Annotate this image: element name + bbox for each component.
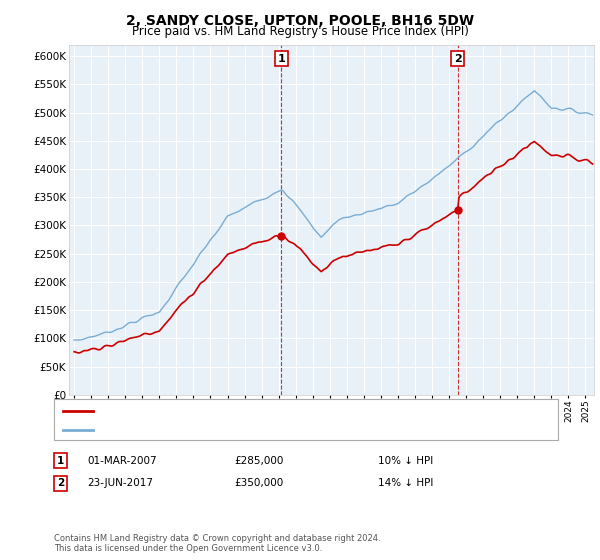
Text: Contains HM Land Registry data © Crown copyright and database right 2024.
This d: Contains HM Land Registry data © Crown c… (54, 534, 380, 553)
Text: 2, SANDY CLOSE, UPTON, POOLE, BH16 5DW: 2, SANDY CLOSE, UPTON, POOLE, BH16 5DW (126, 14, 474, 28)
Text: 2, SANDY CLOSE, UPTON, POOLE, BH16 5DW (detached house): 2, SANDY CLOSE, UPTON, POOLE, BH16 5DW (… (99, 405, 427, 416)
Text: £350,000: £350,000 (234, 478, 283, 488)
Text: 2: 2 (57, 478, 64, 488)
Text: 2: 2 (454, 54, 461, 63)
Text: 23-JUN-2017: 23-JUN-2017 (87, 478, 153, 488)
Text: 10% ↓ HPI: 10% ↓ HPI (378, 456, 433, 466)
Text: 1: 1 (57, 456, 64, 466)
Text: £285,000: £285,000 (234, 456, 283, 466)
Text: 01-MAR-2007: 01-MAR-2007 (87, 456, 157, 466)
Text: HPI: Average price, detached house, Dorset: HPI: Average price, detached house, Dors… (99, 424, 326, 435)
Text: 1: 1 (278, 54, 286, 63)
Text: 14% ↓ HPI: 14% ↓ HPI (378, 478, 433, 488)
Text: Price paid vs. HM Land Registry's House Price Index (HPI): Price paid vs. HM Land Registry's House … (131, 25, 469, 38)
